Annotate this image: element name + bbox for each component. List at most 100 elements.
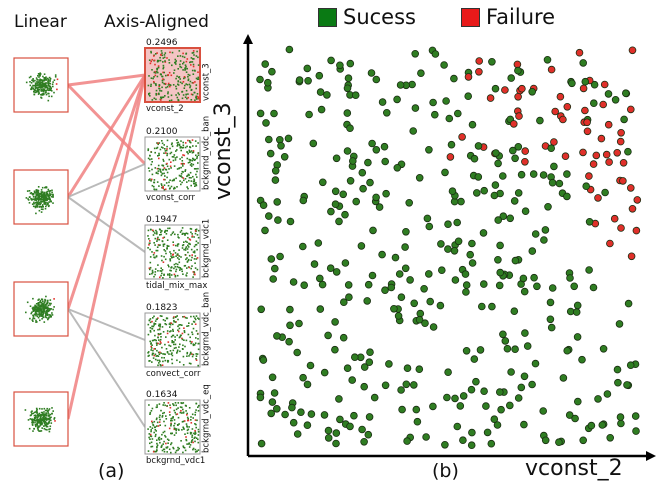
mini-point	[49, 88, 51, 91]
mini-point	[158, 403, 161, 405]
failure-point	[617, 224, 625, 232]
mini-point	[40, 193, 42, 196]
mini-point	[179, 55, 182, 57]
mini-point	[46, 308, 49, 311]
mini-point	[173, 273, 176, 276]
success-point	[603, 390, 612, 398]
mini-point	[158, 439, 161, 441]
mini-point	[193, 58, 195, 60]
success-point	[623, 381, 631, 389]
mini-point	[49, 413, 52, 416]
success-point	[303, 380, 312, 389]
mini-point	[195, 184, 197, 186]
failure-point	[626, 105, 635, 114]
mini-point	[150, 343, 152, 345]
mini-point	[35, 311, 37, 314]
mini-point	[174, 339, 176, 341]
mini-point	[184, 84, 186, 87]
mini-point	[156, 249, 159, 252]
mini-point	[37, 196, 39, 198]
mini-point	[183, 56, 186, 59]
mini-point	[189, 141, 191, 143]
success-point	[548, 178, 557, 187]
mini-point	[169, 152, 172, 155]
mini-point	[192, 441, 194, 444]
mini-point	[177, 236, 179, 238]
mini-point	[172, 254, 174, 256]
mini-point	[44, 186, 46, 189]
success-point	[285, 337, 293, 346]
mini-point	[173, 347, 176, 349]
mini-point	[188, 158, 191, 161]
mini-point	[173, 249, 175, 252]
mini-point	[156, 167, 159, 170]
mini-point	[40, 85, 43, 87]
success-point	[441, 168, 449, 177]
mini-point	[38, 89, 41, 91]
mini-point	[33, 308, 35, 310]
mini-point	[177, 55, 179, 57]
mini-point	[193, 344, 196, 346]
success-point	[461, 270, 470, 278]
mini-point	[35, 197, 37, 200]
mini-point	[41, 82, 44, 84]
mini-point	[188, 266, 191, 269]
mini-point	[160, 438, 163, 440]
mini-point	[192, 447, 195, 450]
mini-point	[196, 176, 198, 178]
mini-point	[158, 84, 161, 86]
success-point	[324, 426, 333, 435]
success-point	[615, 320, 624, 328]
mini-point	[150, 163, 153, 166]
linear-view-box[interactable]	[13, 57, 69, 113]
mini-point	[160, 332, 162, 335]
mini-point	[194, 423, 196, 425]
success-point	[368, 271, 377, 280]
success-point	[403, 437, 411, 445]
success-point	[309, 139, 318, 148]
mini-point	[178, 255, 181, 257]
y-axis-arrow	[243, 34, 253, 44]
mini-point	[148, 75, 150, 77]
mini-point	[170, 322, 173, 324]
success-point	[547, 144, 555, 153]
mini-point	[164, 424, 167, 427]
mini-point	[40, 304, 42, 306]
mini-point	[150, 178, 153, 181]
mini-point	[193, 236, 195, 238]
mini-point	[167, 264, 169, 266]
mini-point	[45, 425, 48, 428]
mini-point	[33, 317, 36, 320]
success-point	[445, 114, 454, 123]
mini-point	[153, 147, 156, 150]
mini-point	[190, 165, 193, 167]
mini-point	[50, 416, 52, 419]
mini-point	[166, 317, 169, 320]
mini-point	[171, 179, 174, 182]
mini-point	[156, 318, 158, 320]
mini-point	[194, 433, 196, 435]
mini-point	[38, 209, 41, 212]
failure-point	[509, 120, 518, 128]
mini-point	[178, 261, 181, 264]
mini-point	[40, 430, 43, 432]
success-point	[507, 74, 516, 82]
mini-point	[32, 193, 35, 195]
failure-point	[515, 112, 523, 120]
failure-point	[602, 150, 611, 159]
mini-point	[159, 441, 161, 444]
mini-point	[159, 424, 161, 426]
mini-point	[176, 149, 178, 151]
mini-point	[37, 75, 39, 77]
mini-point	[182, 445, 185, 447]
mini-point	[197, 317, 199, 319]
success-point	[387, 283, 396, 292]
mini-point	[36, 321, 38, 323]
mini-point	[186, 351, 189, 354]
mini-point	[156, 442, 158, 445]
